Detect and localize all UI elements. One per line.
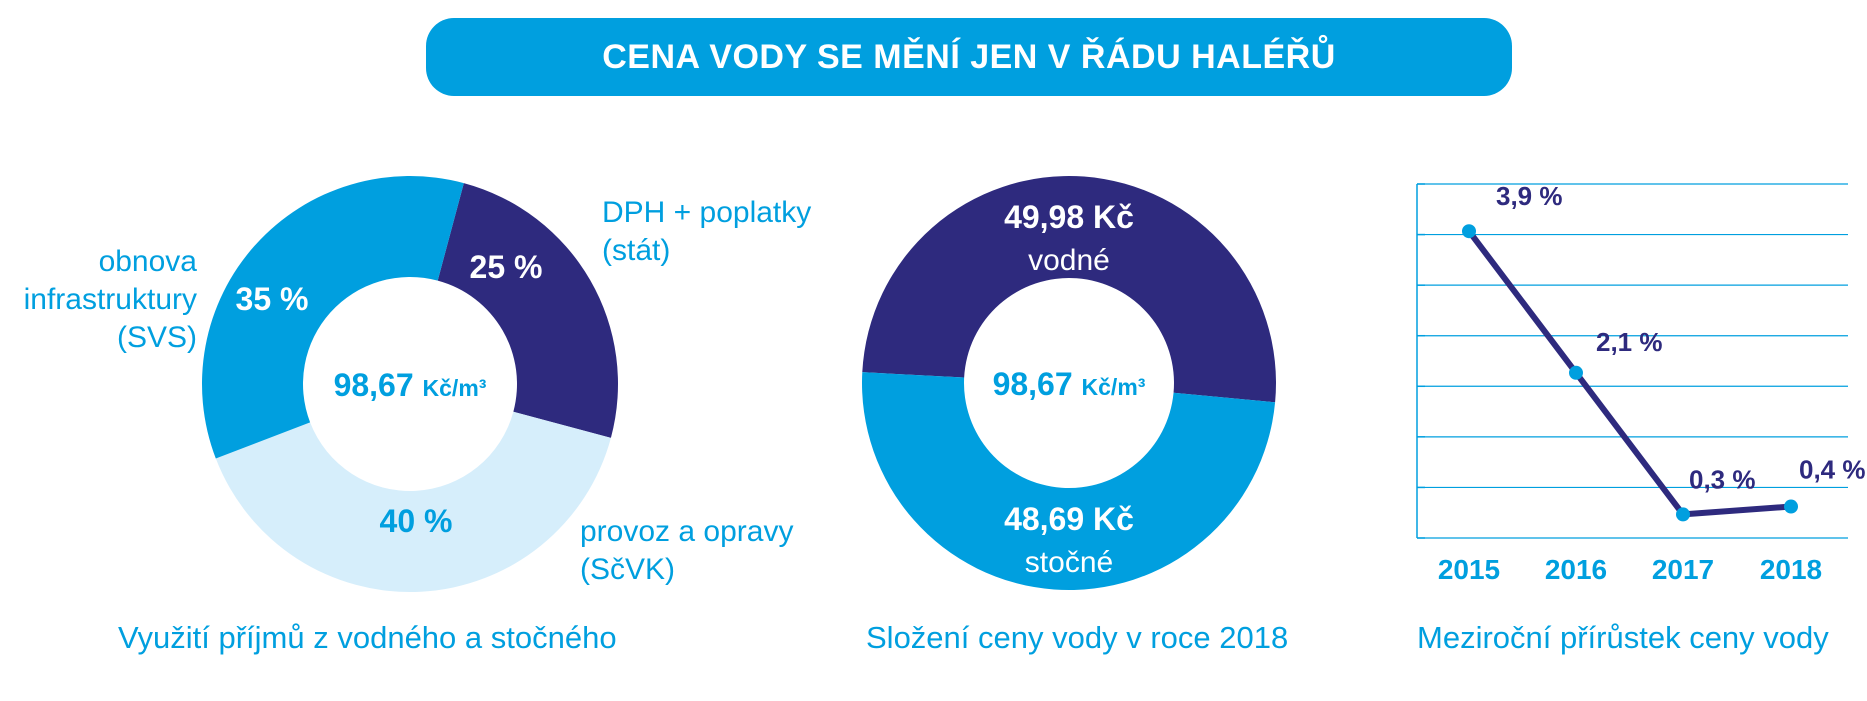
center-total: 98,67 Kč/m³ — [334, 367, 487, 403]
label-line: (SVS) — [116, 321, 197, 354]
data-point — [1569, 365, 1583, 380]
data-label: 0,3 % — [1689, 464, 1756, 494]
slice-value-label: 48,69 Kč — [1004, 501, 1134, 537]
slice-value-label: 49,98 Kč — [1004, 199, 1134, 235]
x-tick-label: 2018 — [1760, 554, 1822, 585]
x-tick-label: 2017 — [1652, 554, 1714, 585]
label-dph: DPH + poplatky (stát) — [602, 194, 811, 270]
data-label: 2,1 % — [1596, 327, 1663, 357]
caption-yoy-growth: Meziroční přírůstek ceny vody — [1417, 620, 1829, 655]
data-point — [1462, 224, 1476, 239]
label-line: infrastruktury — [23, 283, 197, 316]
donut-slice — [861, 372, 1276, 591]
label-line: (stát) — [602, 234, 671, 267]
x-tick-label: 2015 — [1438, 554, 1500, 585]
label-line: (SčVK) — [580, 553, 676, 586]
data-label: 0,4 % — [1799, 455, 1866, 485]
x-tick-label: 2016 — [1545, 554, 1607, 585]
label-line: DPH + poplatky — [602, 196, 812, 229]
label-obnova: obnova infrastruktury (SVS) — [24, 243, 197, 357]
donut-slice — [201, 176, 464, 459]
page-title: CENA VODY SE MĚNÍ JEN V ŘÁDU HALÉŘŮ — [602, 37, 1336, 76]
donut-slice — [215, 411, 611, 593]
slice-value-label: 25 % — [470, 249, 543, 285]
donut-slice — [862, 176, 1276, 403]
slice-value-label: 40 % — [380, 503, 453, 539]
label-line: obnova — [98, 245, 197, 278]
slice-name-label: stočné — [1025, 546, 1113, 579]
caption-revenue-usage: Využití příjmů z vodného a stočného — [118, 620, 617, 655]
data-label: 3,9 % — [1496, 181, 1563, 211]
slice-name-label: vodné — [1028, 244, 1110, 277]
center-total: 98,67 Kč/m³ — [993, 366, 1146, 402]
label-provoz: provoz a opravy (SčVK) — [580, 513, 793, 589]
donut-slice — [437, 183, 618, 438]
label-line: provoz a opravy — [580, 515, 794, 548]
series-line — [1466, 229, 1792, 518]
caption-price-composition: Složení ceny vody v roce 2018 — [866, 620, 1289, 655]
data-point — [1784, 499, 1798, 514]
title-banner: CENA VODY SE MĚNÍ JEN V ŘÁDU HALÉŘŮ — [426, 18, 1512, 96]
data-point — [1676, 507, 1690, 522]
slice-value-label: 35 % — [236, 281, 309, 317]
